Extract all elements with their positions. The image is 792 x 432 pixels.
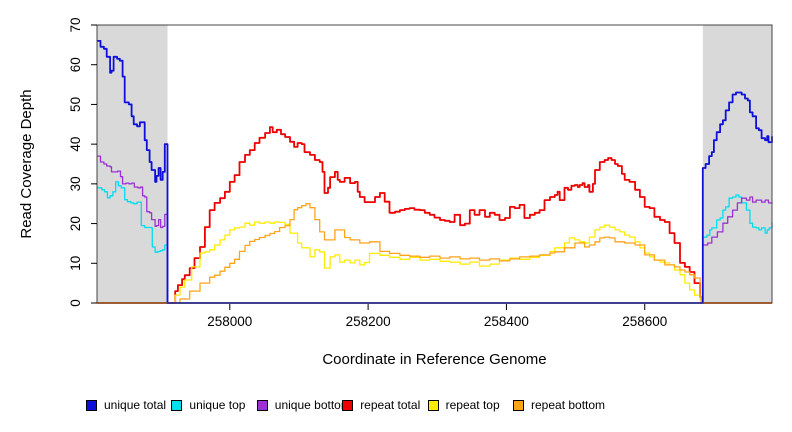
series-unique-total (97, 40, 773, 304)
legend-label: unique bottom (274, 398, 351, 412)
x-tick-label: 258400 (484, 314, 529, 329)
y-axis-title: Read Coverage Depth (18, 89, 35, 239)
legend-item-repeat-total: repeat total (342, 397, 420, 413)
legend-swatch (256, 399, 268, 411)
x-tick-label: 258000 (207, 314, 252, 329)
shaded-region (702, 25, 772, 303)
x-tick-label: 258200 (346, 314, 391, 329)
legend-swatch (513, 399, 524, 411)
legend-swatch (427, 399, 439, 411)
y-tick-label: 50 (68, 97, 83, 112)
legend-label: repeat total (360, 398, 421, 412)
legend-item-repeat-top: repeat top (427, 397, 500, 413)
x-axis-title: Coordinate in Reference Genome (322, 351, 547, 368)
legend-item-unique-top: unique top (171, 397, 245, 413)
legend-label: repeat top (445, 398, 500, 412)
legend-label: repeat bottom (531, 398, 606, 412)
y-tick-label: 40 (68, 137, 83, 152)
plot-box (96, 24, 773, 304)
series-repeat-total (97, 126, 772, 304)
y-tick-label: 70 (68, 17, 83, 32)
legend-swatch (86, 399, 97, 411)
series-repeat-top (97, 221, 772, 304)
legend-item-unique-bottom: unique bottom (256, 397, 351, 413)
legend-item-unique-total: unique total (86, 397, 166, 413)
y-tick-label: 10 (68, 256, 83, 271)
legend-item-repeat-bottom: repeat bottom (513, 397, 605, 413)
legend-label: unique total (104, 398, 167, 412)
series-unique-bottom (97, 155, 773, 304)
y-tick-label: 0 (68, 299, 83, 307)
legend-swatch (171, 399, 183, 411)
legend: unique total unique top unique bottom repea… (0, 397, 792, 419)
y-tick-label: 20 (68, 216, 83, 231)
series-repeat-bottom (97, 203, 772, 304)
x-tick-label: 258600 (622, 314, 667, 329)
shaded-region (97, 25, 168, 303)
series-unique-top (97, 181, 773, 304)
y-tick-label: 30 (68, 176, 83, 191)
legend-swatch (342, 399, 354, 411)
legend-label: unique top (189, 398, 246, 412)
y-tick-label: 60 (68, 57, 83, 72)
